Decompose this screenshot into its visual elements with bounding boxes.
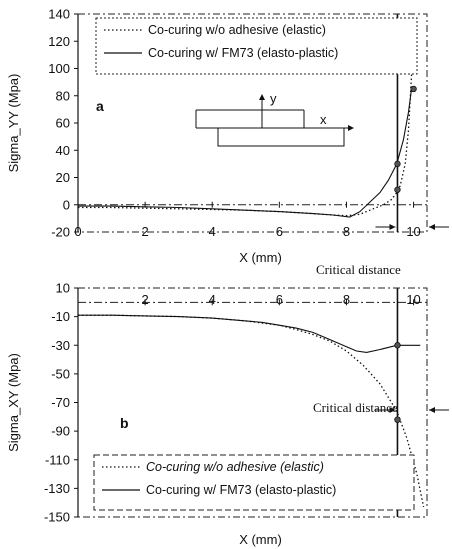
series-line-solid <box>78 86 413 218</box>
y-tick-label: 140 <box>48 7 70 22</box>
y-axis-label: Sigma_YY (Mpa) <box>6 74 21 173</box>
inset-y-arrowhead <box>259 94 265 100</box>
x-tick-label: 8 <box>343 224 350 239</box>
critical-arrowhead-right <box>429 224 435 230</box>
series-line-solid <box>78 314 421 353</box>
y-tick-label: 0 <box>63 197 70 212</box>
x-tick-label: 10 <box>406 224 420 239</box>
x-tick-label: 6 <box>276 292 283 307</box>
inset-upper-plate <box>195 109 305 129</box>
critical-distance-label: Critical distance <box>313 400 398 415</box>
x-tick-label: 4 <box>209 292 216 307</box>
y-tick-label: -130 <box>44 481 70 496</box>
data-marker <box>394 186 401 193</box>
y-tick-label: -70 <box>51 395 70 410</box>
inset-lower-plate <box>217 127 345 147</box>
inset-x-arrowhead <box>348 125 354 131</box>
legend-entry: Co-curing w/ FM73 (elasto-plastic) <box>146 483 336 497</box>
y-tick-label: -150 <box>44 510 70 525</box>
data-marker <box>410 85 417 93</box>
y-tick-label: 120 <box>48 34 70 49</box>
y-tick-label: -110 <box>45 452 70 467</box>
y-tick-label: 40 <box>56 143 70 158</box>
x-tick-label: 0 <box>74 224 81 239</box>
legend-box <box>95 17 418 75</box>
data-marker <box>394 416 401 423</box>
legend-entry: Co-curing w/o adhesive (elastic) <box>148 23 326 37</box>
y-tick-label: 60 <box>56 116 70 131</box>
critical-arrowhead-left <box>389 224 396 230</box>
legend-entry: Co-curing w/ FM73 (elasto-plastic) <box>148 46 338 60</box>
legend-entry: Co-curing w/o adhesive (elastic) <box>146 460 324 474</box>
x-tick-label: 2 <box>141 292 148 307</box>
y-tick-label: -30 <box>51 338 70 353</box>
x-tick-label: 8 <box>343 292 350 307</box>
panel-letter: a <box>96 98 104 114</box>
y-axis-label: Sigma_XY (Mpa) <box>6 353 21 452</box>
critical-arrowhead-right <box>429 407 435 413</box>
panel-letter: b <box>120 415 129 431</box>
panel-a-chart: -20 0 20 40 60 80 100 120 140 0 2 4 6 8 10 X (mm) Sigma_… <box>6 7 449 277</box>
x-tick-label: 4 <box>209 224 216 239</box>
y-tick-label: -10 <box>51 309 70 324</box>
y-tick-label: -90 <box>51 424 70 439</box>
y-tick-label: -50 <box>51 366 70 381</box>
x-axis-label: X (mm) <box>239 532 282 547</box>
critical-arrowhead-left <box>389 407 396 413</box>
inset-y-label: y <box>270 91 277 106</box>
y-tick-label: 10 <box>56 281 70 296</box>
inset-x-label: x <box>320 112 327 127</box>
x-tick-label: 10 <box>406 292 420 307</box>
y-tick-label: 80 <box>56 88 70 103</box>
legend-box <box>93 454 415 511</box>
x-tick-label: 2 <box>141 224 148 239</box>
x-tick-label: 6 <box>276 224 283 239</box>
data-marker <box>394 342 401 349</box>
x-axis-label: X (mm) <box>239 250 282 265</box>
panel-b-chart: 10 -10 -30 -50 -70 -90 -110 -130 -150 2 4 6 8 10 X (mm… <box>6 281 449 547</box>
critical-distance-label: Critical distance <box>316 262 401 277</box>
series-line-dotted <box>78 16 415 217</box>
data-marker <box>394 160 401 168</box>
y-tick-label: 20 <box>56 170 70 185</box>
y-tick-label: 100 <box>48 61 70 76</box>
y-tick-label: -20 <box>51 225 70 240</box>
